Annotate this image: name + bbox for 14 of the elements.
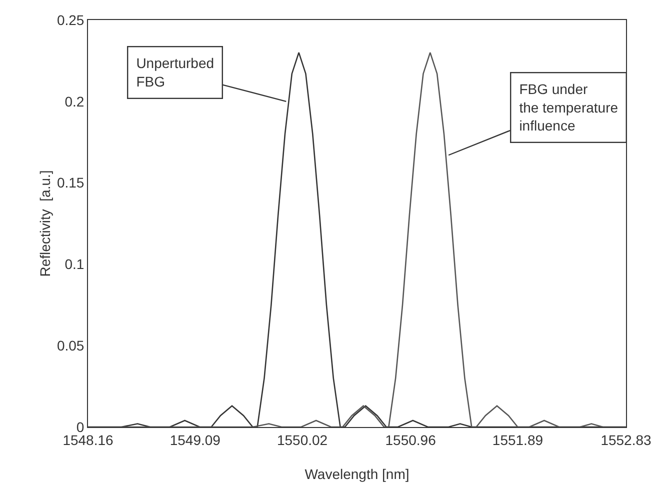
- x-tick-label: 1550.96: [385, 432, 436, 448]
- x-tick-label: 1550.02: [276, 432, 328, 448]
- x-tick-label: 1549.09: [170, 432, 221, 448]
- annotation: Unperturbed FBG: [136, 55, 214, 90]
- y-tick-label: 0.25: [56, 12, 84, 28]
- y-axis-title: Reflectivity [a.u.]: [37, 170, 53, 277]
- annotation: FBG under the temperature influence: [519, 81, 618, 134]
- y-tick-label: 0.15: [56, 174, 84, 191]
- x-tick-label: 1551.89: [492, 432, 544, 448]
- x-axis-title: Wavelength [nm]: [304, 466, 410, 482]
- x-tick-label: 1552.83: [600, 432, 652, 448]
- y-tick-label: 0.2: [64, 93, 84, 110]
- y-tick-label: 0.1: [64, 256, 84, 272]
- y-tick-label: 0.05: [56, 338, 84, 354]
